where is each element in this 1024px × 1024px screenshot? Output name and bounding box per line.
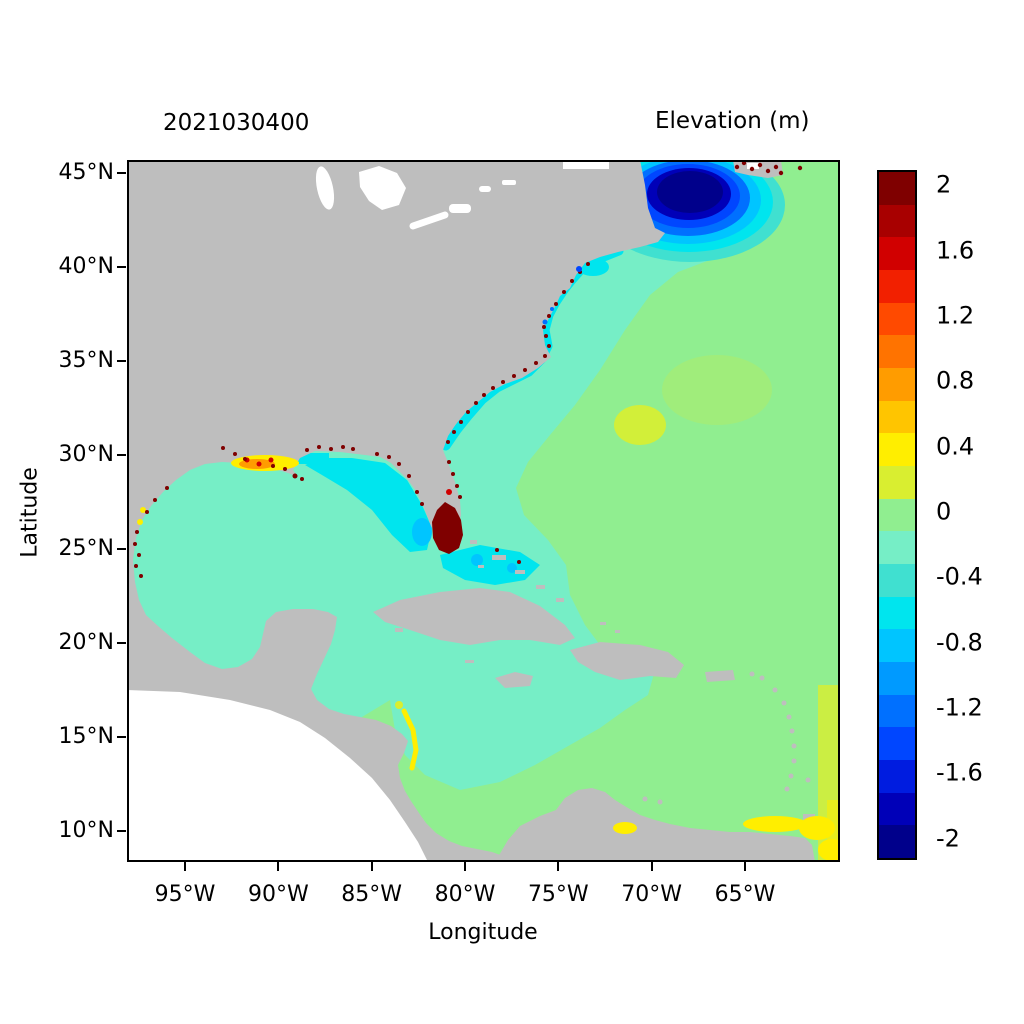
islands-bahamas — [470, 540, 620, 633]
x-tick-label: 65°W — [714, 882, 776, 907]
x-tick-label: 85°W — [341, 882, 403, 907]
colorbar-block — [879, 237, 915, 271]
louisiana-coast-high — [221, 446, 304, 481]
colorbar-block — [879, 564, 915, 597]
y-tick-label: 25°N — [58, 535, 114, 561]
colorbar-block — [879, 760, 915, 793]
colorbar-block — [879, 662, 915, 695]
x-tick-label: 75°W — [527, 882, 589, 907]
colorbar-block — [879, 335, 915, 369]
y-tick-mark — [117, 641, 126, 644]
gulf-coast-speckles — [305, 445, 424, 506]
island-jamaica — [495, 672, 533, 688]
outside-domain-region — [127, 690, 428, 862]
x-axis-label: Longitude — [428, 920, 538, 945]
great-lakes — [315, 160, 609, 230]
colorbar-block — [879, 498, 915, 532]
x-tick-label: 95°W — [154, 882, 216, 907]
colorbar-tick-label: 1.2 — [936, 301, 975, 330]
colorbar-block — [879, 727, 915, 761]
colorbar-tick-label: 0.8 — [936, 366, 975, 395]
x-tick-label: 70°W — [621, 882, 683, 907]
y-tick-mark — [117, 735, 126, 738]
x-tick-mark — [277, 862, 280, 871]
islands-lesser-antilles — [749, 671, 811, 792]
island-cayman — [465, 660, 474, 663]
y-axis-label: Latitude — [17, 467, 43, 558]
island-hispaniola — [570, 642, 684, 680]
atlantic-positive-patch-faint — [662, 355, 772, 425]
y-tick-label: 15°N — [58, 723, 114, 749]
bahamas-banks-cyan — [440, 545, 540, 585]
land-north-america — [127, 160, 665, 862]
colorbar-block — [879, 466, 915, 499]
caribbean-islands — [373, 540, 815, 822]
y-tick-mark — [117, 453, 126, 456]
map-plot — [127, 160, 840, 862]
colorbar-block — [879, 531, 915, 565]
colorbar-block — [879, 302, 915, 336]
colorbar-tick-label: -1.6 — [936, 758, 983, 787]
x-tick-mark — [184, 862, 186, 871]
venezuela-coast-yellow — [613, 800, 840, 862]
colorbar-tick-label: 2 — [936, 170, 952, 199]
colorbar-title: Elevation (m) — [655, 108, 810, 134]
colorbar-block — [879, 629, 915, 663]
y-tick-label: 45°N — [58, 160, 114, 185]
timestamp-title: 2021030400 — [163, 110, 310, 136]
colorbar-tick-label: 0 — [936, 497, 952, 526]
x-tick-mark — [650, 862, 653, 871]
y-tick-mark — [117, 829, 126, 832]
island-puerto-rico — [705, 670, 735, 682]
colorbar-block — [879, 204, 915, 238]
colorbar-block — [879, 172, 915, 205]
y-tick-label: 30°N — [58, 441, 114, 467]
y-tick-mark — [117, 547, 126, 550]
island-aruba — [657, 799, 663, 805]
x-tick-mark — [743, 862, 746, 871]
west-florida-shelf-cyan — [277, 453, 432, 552]
atlantic-positive-patch — [614, 405, 666, 445]
estuary-blue-dots — [542, 266, 582, 325]
y-tick-label: 35°N — [58, 347, 114, 373]
south-florida-high — [432, 460, 463, 554]
land-south-america — [495, 788, 815, 862]
plot-border — [127, 160, 840, 862]
colorbar-block — [879, 368, 915, 401]
nova-scotia — [733, 160, 803, 178]
colorbar-tick-label: -0.4 — [936, 562, 983, 591]
x-tick-label: 80°W — [434, 882, 496, 907]
colorbar-tick-label: 0.4 — [936, 432, 975, 461]
y-tick-mark — [117, 359, 126, 362]
colorbar-block — [879, 270, 915, 303]
x-tick-mark — [463, 862, 466, 871]
colorbar-block — [879, 694, 915, 728]
honduras-coast-yellow — [395, 701, 419, 771]
x-tick-mark — [557, 862, 560, 871]
y-tick-label: 20°N — [58, 629, 114, 655]
y-tick-label: 10°N — [58, 817, 114, 843]
island-cuba — [373, 588, 575, 645]
y-tick-label: 40°N — [58, 253, 114, 279]
colorbar-block — [879, 400, 915, 434]
x-tick-label: 90°W — [247, 882, 309, 907]
colorbar-block — [879, 433, 915, 467]
texas-coast-speckles — [133, 486, 169, 578]
colorbar — [877, 170, 917, 860]
colorbar-labels: 2 1.6 1.2 0.8 0.4 0 -0.4 -0.8 -1.2 -1.6 -2 — [928, 170, 1018, 856]
colorbar-block — [879, 825, 915, 859]
colorbar-block — [879, 792, 915, 826]
colorbar-tick-label: -1.2 — [936, 693, 983, 722]
colorbar-block — [879, 596, 915, 630]
y-tick-mark — [117, 172, 126, 174]
colorbar-tick-label: -0.8 — [936, 628, 983, 657]
colorbar-tick-label: -2 — [936, 824, 960, 853]
y-tick-mark — [117, 265, 126, 268]
island-isla-juventud — [395, 628, 403, 632]
x-tick-mark — [370, 862, 373, 871]
colorbar-tick-label: 1.6 — [936, 236, 975, 265]
island-curacao — [642, 796, 648, 802]
